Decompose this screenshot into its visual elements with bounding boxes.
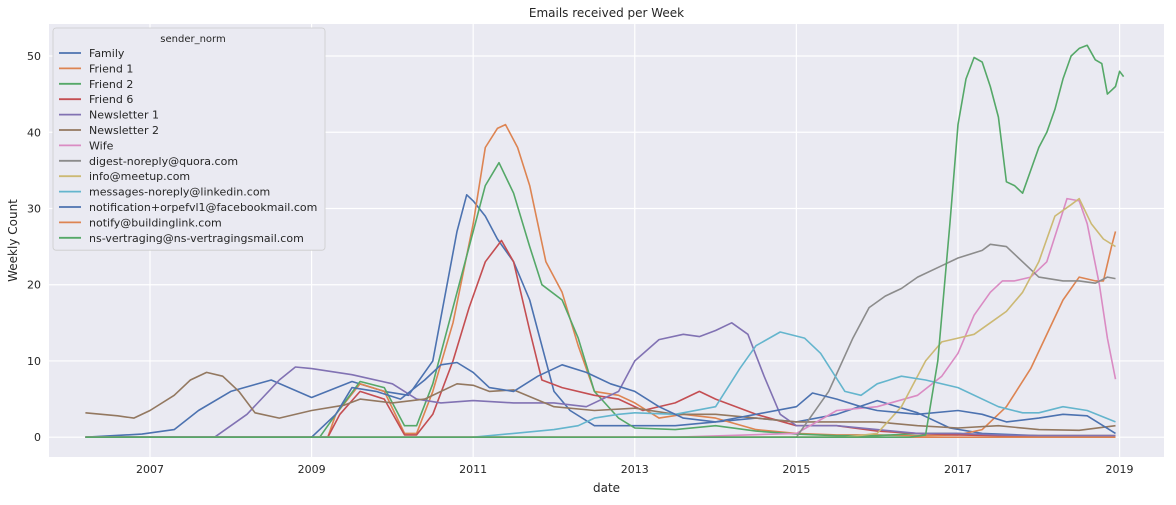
series-line: [85, 197, 1117, 438]
series-line: [85, 44, 1125, 438]
legend-label: Family: [89, 47, 125, 60]
x-tick-label: 2013: [621, 463, 649, 476]
y-axis-label: Weekly Count: [6, 199, 20, 282]
x-tick-label: 2011: [459, 463, 487, 476]
y-tick-label: 30: [27, 202, 41, 215]
legend-label: info@meetup.com: [89, 170, 190, 183]
y-tick-label: 40: [27, 126, 41, 139]
series-lines: [85, 44, 1125, 438]
legend-label: messages-noreply@linkedin.com: [89, 186, 270, 199]
y-tick-label: 10: [27, 355, 41, 368]
series-line: [85, 322, 1116, 438]
tick-labels: 2007 2009 2011 2013 2015 2017 2019 0 10 20 30 40 50: [27, 50, 1134, 476]
x-axis-label: date: [593, 481, 620, 495]
series-line: [85, 243, 1116, 438]
legend-title: sender_norm: [160, 34, 225, 45]
series-line: [85, 331, 1116, 438]
x-tick-label: 2009: [298, 463, 326, 476]
legend-label: Wife: [89, 139, 114, 152]
x-tick-label: 2007: [136, 463, 164, 476]
legend-label: ns-vertraging@ns-vertragingsmail.com: [89, 232, 304, 245]
series-line: [85, 361, 1116, 438]
legend-label: notify@buildinglink.com: [89, 216, 222, 229]
x-tick-label: 2017: [944, 463, 972, 476]
series-line: [85, 197, 1116, 438]
series-line: [85, 123, 1117, 438]
legend: sender_norm Family Friend 1 Friend 2 Friend…: [52, 27, 326, 251]
legend-box: [52, 27, 326, 251]
legend-label: digest-noreply@quora.com: [89, 155, 238, 168]
legend-label: notification+orpefvl1@facebookmail.com: [89, 201, 317, 214]
legend-label: Newsletter 1: [89, 109, 159, 122]
y-tick-label: 20: [27, 279, 41, 292]
y-tick-label: 0: [34, 431, 41, 444]
chart-title: Emails received per Week: [529, 6, 684, 20]
legend-label: Friend 6: [89, 93, 133, 106]
legend-label: Friend 2: [89, 78, 133, 91]
legend-label: Newsletter 2: [89, 124, 159, 137]
legend-label: Friend 1: [89, 62, 133, 75]
series-line: [85, 371, 1116, 432]
x-tick-label: 2019: [1106, 463, 1134, 476]
y-tick-label: 50: [27, 50, 41, 63]
x-tick-label: 2015: [782, 463, 810, 476]
series-line: [85, 239, 1116, 438]
